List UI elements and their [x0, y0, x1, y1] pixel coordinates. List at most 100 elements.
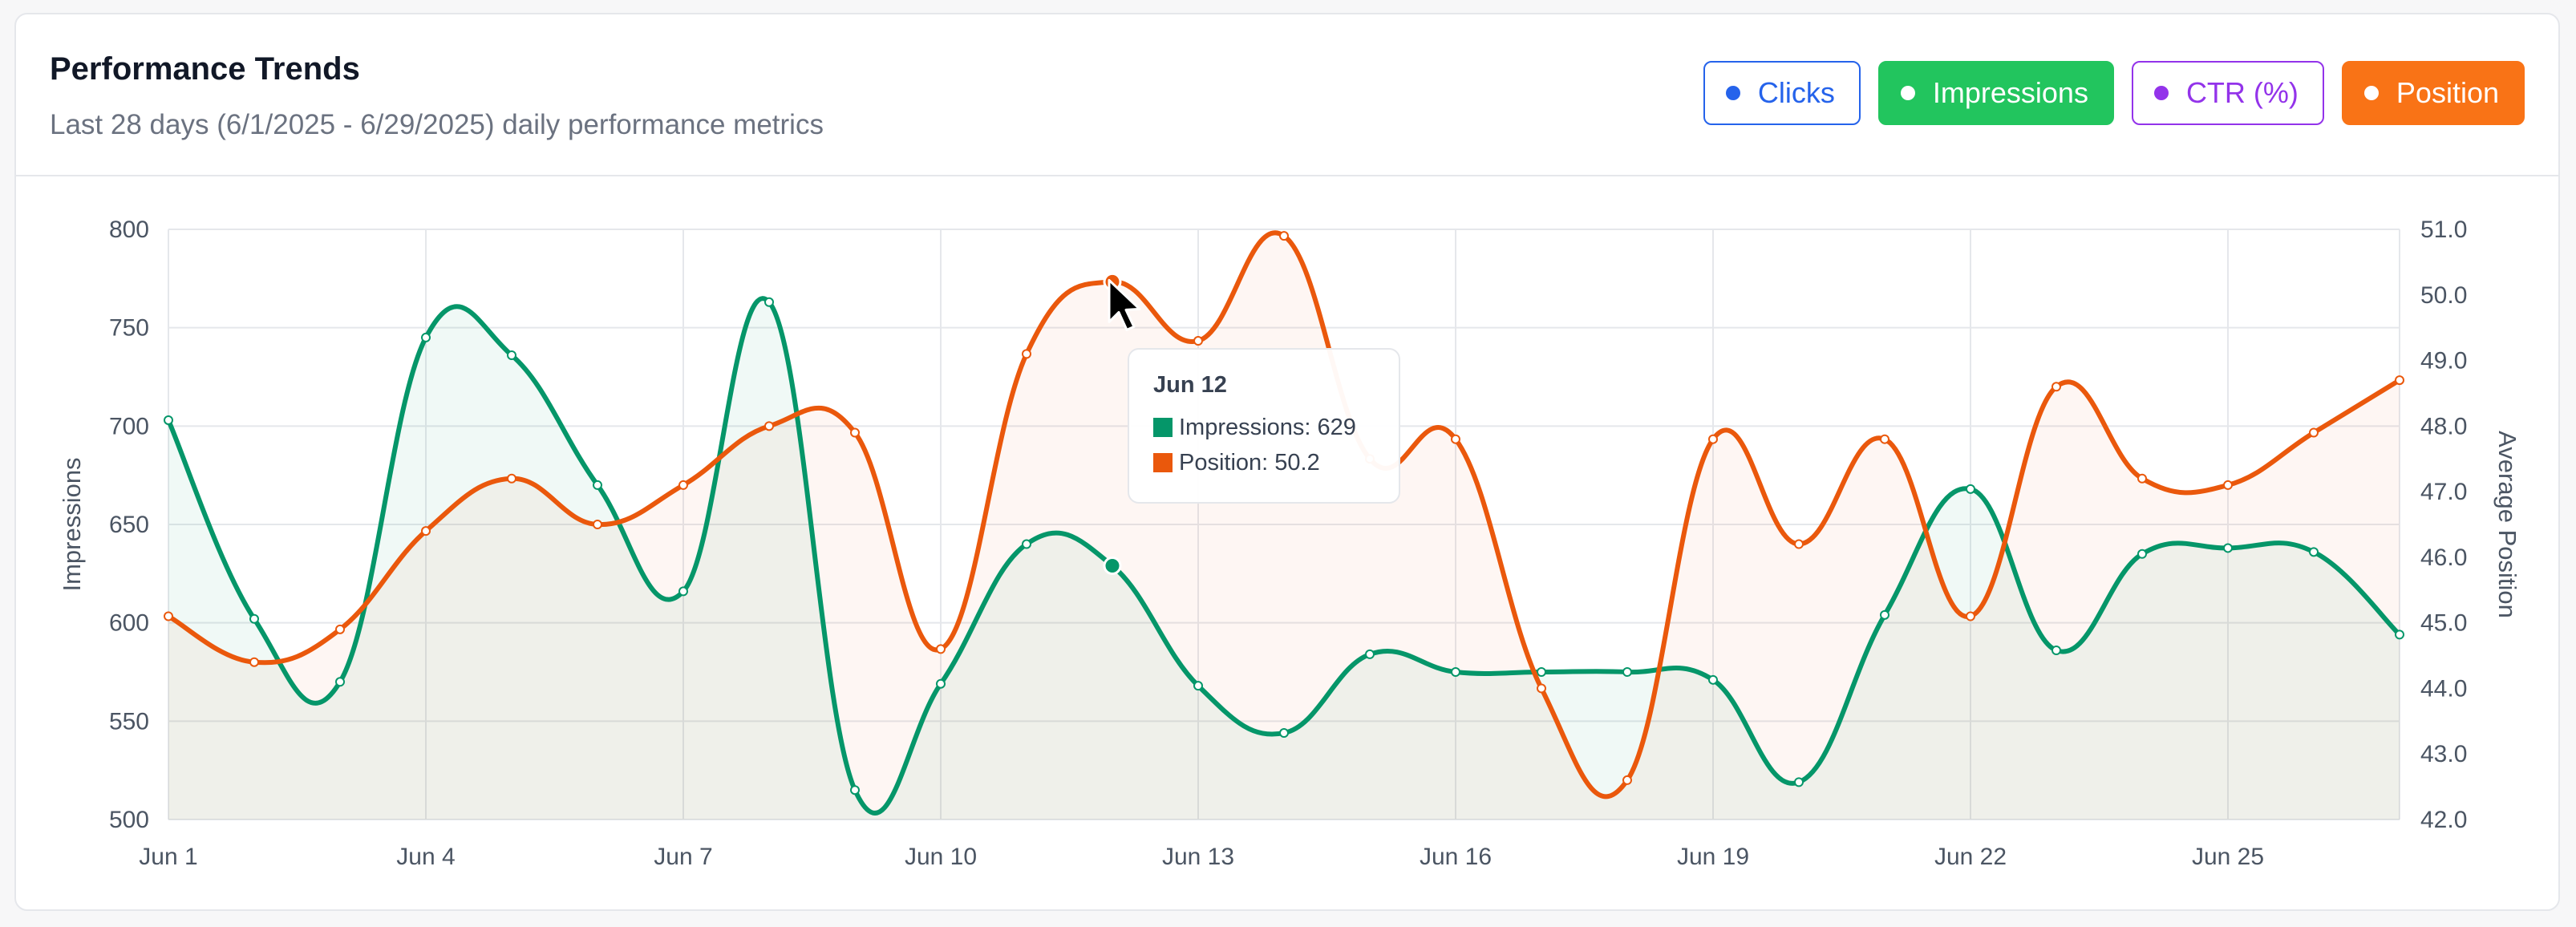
impressions-point	[507, 350, 516, 361]
position-point	[1880, 434, 1889, 444]
position-point	[1622, 775, 1632, 785]
y-right-tick-label: 49.0	[2420, 348, 2467, 374]
x-tick-label: Jun 22	[1934, 844, 2007, 870]
x-tick-label: Jun 25	[2192, 844, 2264, 870]
impressions-point	[850, 785, 860, 795]
tooltip-impressions-row: Impressions: 629	[1153, 410, 1375, 445]
impressions-point	[936, 678, 946, 689]
performance-chart[interactable]: 500 550 600 650 700 750 800 Jun 1 Jun 4 Jun 7 Jun …	[16, 14, 2560, 911]
ctr-toggle-label: CTR (%)	[2185, 76, 2299, 109]
impressions-point	[1622, 667, 1632, 677]
position-point	[678, 480, 688, 490]
position-point	[1537, 683, 1546, 694]
y-left-tick-label: 600	[109, 610, 149, 637]
impressions-point	[2309, 547, 2319, 557]
performance-trends-card: Performance Trends Last 28 days (6/1/202…	[14, 13, 2560, 911]
position-point	[1193, 336, 1203, 346]
impressions-point	[1365, 649, 1375, 659]
y-left-tick-label: 550	[109, 708, 149, 735]
position-point	[850, 427, 860, 438]
impressions-point	[164, 415, 173, 425]
impressions-point	[764, 297, 774, 307]
position-point	[335, 624, 345, 634]
impressions-toggle-button[interactable]: Impressions	[1877, 61, 2114, 125]
impressions-point	[2051, 646, 2061, 656]
position-point	[2309, 427, 2319, 438]
y-left-tick-label: 700	[109, 413, 149, 439]
x-tick-label: Jun 16	[1420, 844, 1492, 870]
position-point	[2051, 382, 2061, 392]
impressions-point	[1708, 674, 1718, 685]
impressions-point	[1193, 681, 1203, 691]
ctr-toggle-button[interactable]: CTR (%)	[2131, 61, 2324, 125]
position-point	[1451, 434, 1460, 444]
tooltip-impressions-value: Impressions: 629	[1179, 414, 1356, 440]
y-left-tick-label: 750	[109, 315, 149, 342]
y-left-axis-title: Impressions	[58, 457, 86, 591]
clicks-toggle-label: Clicks	[1757, 76, 1835, 109]
x-tick-label: Jun 19	[1677, 844, 1749, 870]
y-left-tick-label: 650	[109, 512, 149, 538]
position-area	[168, 233, 2400, 820]
y-left-tick-label: 800	[109, 217, 149, 243]
impressions-toggle-label: Impressions	[1932, 76, 2088, 109]
tooltip-title: Jun 12	[1153, 372, 1227, 398]
position-point	[2395, 375, 2404, 386]
chart-tooltip: Jun 12 Impressions: 629 Position: 50.2	[1128, 348, 1400, 504]
impressions-line	[166, 296, 2402, 816]
position-dot-icon	[2363, 86, 2379, 100]
impressions-point	[678, 586, 688, 597]
card-subtitle: Last 28 days (6/1/2025 - 6/29/2025) dail…	[50, 109, 824, 140]
x-tick-label: Jun 1	[139, 844, 197, 870]
position-point	[507, 473, 516, 484]
position-swatch-icon	[1153, 453, 1173, 472]
clicks-dot-icon	[1725, 86, 1740, 100]
series-toggle-legend: Clicks Impressions CTR (%) Position	[1703, 61, 2525, 125]
tooltip-position-row: Position: 50.2	[1153, 445, 1375, 480]
card-title: Performance Trends	[50, 51, 360, 87]
position-point	[764, 421, 774, 431]
impressions-point	[2137, 549, 2147, 559]
y-right-tick-label: 43.0	[2420, 741, 2467, 767]
position-point	[1022, 349, 1031, 359]
y-right-tick-label: 50.0	[2420, 282, 2467, 309]
y-right-tick-label: 51.0	[2420, 217, 2467, 243]
position-point	[593, 520, 602, 529]
y-right-tick-label: 46.0	[2420, 544, 2467, 571]
position-point	[936, 644, 946, 654]
position-point	[1279, 231, 1289, 241]
impressions-point	[1794, 777, 1804, 787]
impressions-dot-icon	[1900, 86, 1915, 100]
impressions-point	[593, 480, 602, 490]
mouse-cursor-icon	[1108, 278, 1141, 331]
x-tick-label: Jun 10	[905, 844, 977, 870]
position-point	[1794, 539, 1804, 549]
y-right-tick-label: 48.0	[2420, 413, 2467, 439]
y-right-tick-label: 44.0	[2420, 675, 2467, 702]
position-point	[249, 657, 259, 667]
impressions-point	[249, 613, 259, 624]
position-toggle-button[interactable]: Position	[2341, 61, 2525, 125]
y-right-tick-label: 42.0	[2420, 807, 2467, 833]
impressions-point	[421, 332, 431, 342]
position-point	[2223, 480, 2233, 490]
ctr-dot-icon	[2153, 86, 2169, 100]
x-tick-label: Jun 7	[654, 844, 712, 870]
impressions-swatch-icon	[1153, 418, 1173, 437]
impressions-point	[2395, 629, 2404, 640]
position-point	[1708, 434, 1718, 444]
y-right-tick-label: 45.0	[2420, 610, 2467, 637]
impressions-point	[1537, 667, 1546, 677]
position-toggle-label: Position	[2396, 76, 2499, 109]
position-point	[421, 526, 431, 536]
card-header: Performance Trends Last 28 days (6/1/202…	[16, 14, 2558, 176]
impressions-point	[1022, 539, 1031, 549]
position-point	[1966, 611, 1975, 621]
y-left-tick-label: 500	[109, 807, 149, 833]
position-point	[164, 611, 173, 621]
x-tick-label: Jun 4	[396, 844, 455, 870]
impressions-point	[1880, 609, 1889, 620]
impressions-point	[335, 677, 345, 687]
clicks-toggle-button[interactable]: Clicks	[1703, 61, 1861, 125]
y-right-axis-title: Average Position	[2493, 431, 2521, 618]
